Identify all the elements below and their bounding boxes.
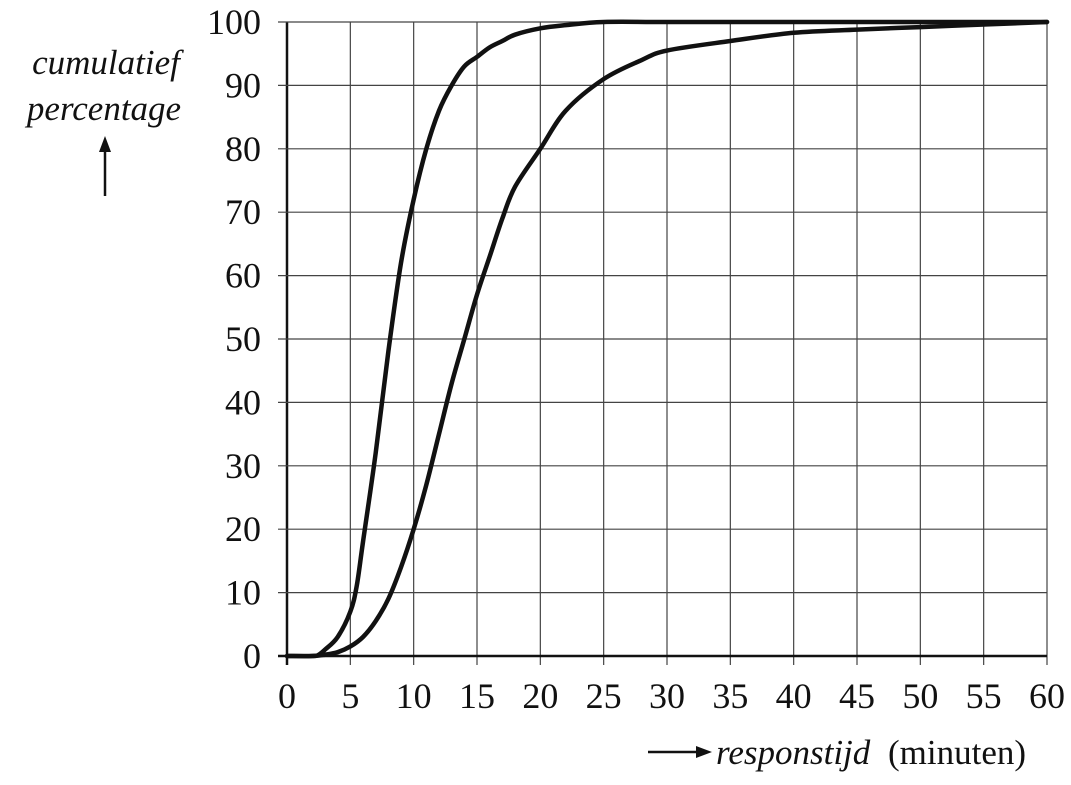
y-tick-label: 0 bbox=[243, 636, 261, 676]
y-tick-labels: 0 10 20 30 40 50 60 70 80 90 100 bbox=[207, 2, 261, 676]
x-tick-labels: 0 5 10 15 20 25 30 35 40 45 50 55 60 bbox=[278, 676, 1065, 716]
y-tick-label: 80 bbox=[225, 129, 261, 169]
y-axis-label-line-1: cumulatief bbox=[32, 43, 184, 82]
x-axis-label-name: responstijd bbox=[716, 733, 871, 772]
x-tick-label: 10 bbox=[396, 676, 432, 716]
y-tick-label: 40 bbox=[225, 382, 261, 422]
series-lines bbox=[284, 19, 1050, 659]
y-tick-label: 30 bbox=[225, 446, 261, 486]
x-tick-label: 30 bbox=[649, 676, 685, 716]
series-line-1 bbox=[284, 19, 1050, 659]
y-tick-label: 20 bbox=[225, 509, 261, 549]
y-tick-label: 60 bbox=[225, 256, 261, 296]
x-axis-arrow-icon bbox=[648, 746, 712, 758]
y-tick-label: 70 bbox=[225, 192, 261, 232]
grid bbox=[278, 21, 1048, 665]
x-axis-label: responstijd (minuten) bbox=[716, 733, 1026, 772]
x-tick-label: 15 bbox=[459, 676, 495, 716]
x-tick-label: 20 bbox=[522, 676, 558, 716]
x-tick-label: 25 bbox=[586, 676, 622, 716]
x-tick-label: 40 bbox=[776, 676, 812, 716]
y-tick-label: 50 bbox=[225, 319, 261, 359]
y-axis-label-line-2: percentage bbox=[24, 89, 181, 128]
x-tick-label: 45 bbox=[839, 676, 875, 716]
y-tick-label: 90 bbox=[225, 65, 261, 105]
x-tick-label: 0 bbox=[278, 676, 296, 716]
y-axis-arrow-icon bbox=[99, 136, 111, 196]
series-line-2 bbox=[284, 19, 1050, 659]
y-tick-label: 10 bbox=[225, 573, 261, 613]
x-tick-label: 60 bbox=[1029, 676, 1065, 716]
x-axis-label-unit: (minuten) bbox=[888, 733, 1026, 772]
y-tick-label: 100 bbox=[207, 2, 261, 42]
x-tick-label: 5 bbox=[341, 676, 359, 716]
x-tick-label: 55 bbox=[966, 676, 1002, 716]
x-tick-label: 35 bbox=[712, 676, 748, 716]
x-tick-label: 50 bbox=[902, 676, 938, 716]
